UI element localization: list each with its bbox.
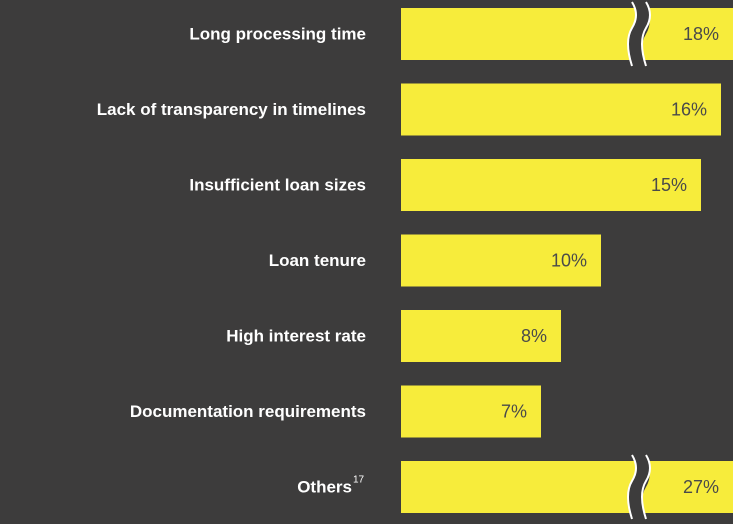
category-label: Loan tenure	[269, 251, 366, 270]
axis-break-gap	[628, 0, 650, 66]
value-label: 8%	[521, 326, 547, 346]
axis-break-line	[641, 454, 651, 520]
bar	[401, 234, 601, 287]
bar	[401, 159, 701, 211]
category-label: Others	[297, 477, 352, 496]
category-label: Lack of transparency in timelines	[97, 100, 366, 119]
value-label: 16%	[671, 99, 707, 119]
value-label: 15%	[651, 175, 687, 195]
bar	[401, 83, 721, 136]
value-label: 7%	[501, 401, 527, 421]
axis-break-line	[627, 454, 637, 520]
category-label: Long processing time	[189, 24, 366, 43]
axis-break-line	[627, 1, 637, 67]
bar	[401, 461, 733, 513]
category-label: High interest rate	[226, 326, 366, 345]
bar	[401, 8, 733, 60]
bar	[401, 385, 541, 438]
bar	[401, 310, 561, 362]
axis-break-gap	[628, 449, 650, 519]
category-label: Documentation requirements	[130, 402, 366, 421]
footnote-marker: 17	[353, 475, 365, 486]
value-label: 27%	[683, 477, 719, 497]
axis-break-line	[641, 1, 651, 67]
value-label: 18%	[683, 24, 719, 44]
category-label: Insufficient loan sizes	[189, 175, 366, 194]
value-label: 10%	[551, 250, 587, 270]
